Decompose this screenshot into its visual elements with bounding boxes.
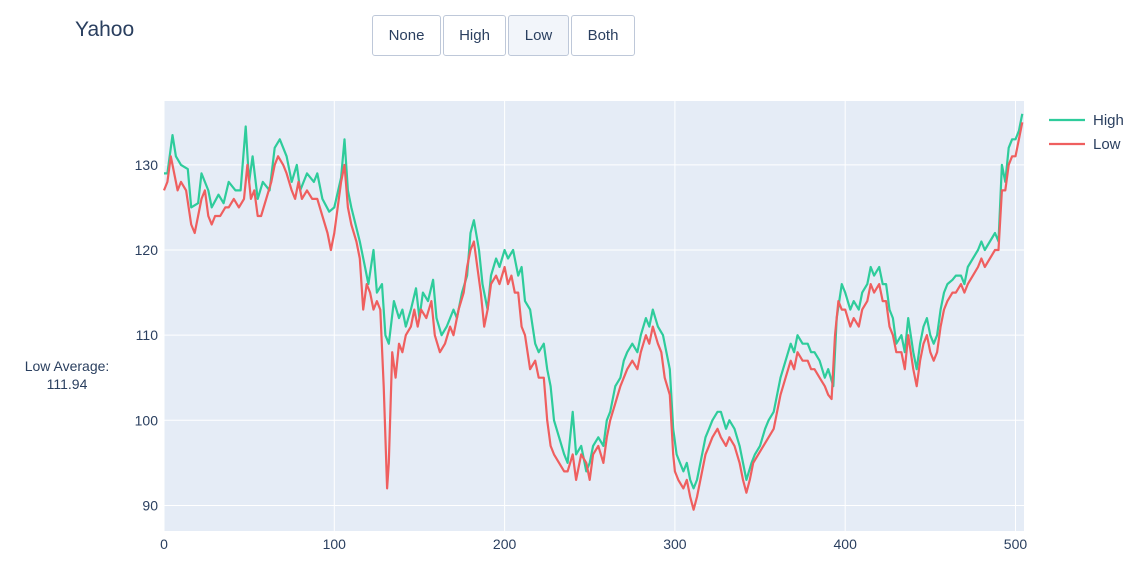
- x-tick-label: 200: [493, 536, 517, 552]
- y-tick-label: 110: [136, 327, 159, 343]
- series-line-low[interactable]: [162, 122, 1024, 511]
- legend-label: Low: [1093, 136, 1121, 153]
- series-toggle-group: None High Low Both: [372, 15, 635, 56]
- x-tick-label: 100: [323, 536, 347, 552]
- average-label: Low Average:: [24, 358, 110, 374]
- y-tick-label: 90: [142, 497, 158, 513]
- y-tick-label: 120: [135, 242, 159, 258]
- x-tick-label: 0: [160, 536, 168, 552]
- series-line-high[interactable]: [164, 113, 1024, 490]
- legend-item-high[interactable]: High: [1049, 112, 1124, 129]
- gridlines: [163, 101, 1024, 531]
- x-tick-label: 300: [663, 536, 687, 552]
- high-button[interactable]: High: [443, 15, 506, 56]
- average-annotation: Low Average: 111.94: [10, 357, 124, 393]
- both-button[interactable]: Both: [571, 15, 635, 56]
- axis-ticks: 0 100 200 300 400 500 90 100 110 120 130: [135, 157, 1028, 552]
- legend[interactable]: High Low: [1049, 112, 1124, 153]
- x-tick-label: 500: [1004, 536, 1028, 552]
- x-tick-label: 400: [834, 536, 858, 552]
- low-button[interactable]: Low: [508, 15, 569, 56]
- none-button[interactable]: None: [372, 15, 441, 56]
- series-lines: [162, 113, 1024, 511]
- average-value: 111.94: [46, 376, 88, 392]
- plot-area[interactable]: [164, 101, 1024, 531]
- legend-item-low[interactable]: Low: [1049, 136, 1121, 153]
- chart-title: Yahoo: [75, 18, 135, 41]
- y-tick-label: 100: [135, 412, 159, 428]
- legend-label: High: [1093, 112, 1124, 129]
- y-tick-label: 130: [135, 157, 159, 173]
